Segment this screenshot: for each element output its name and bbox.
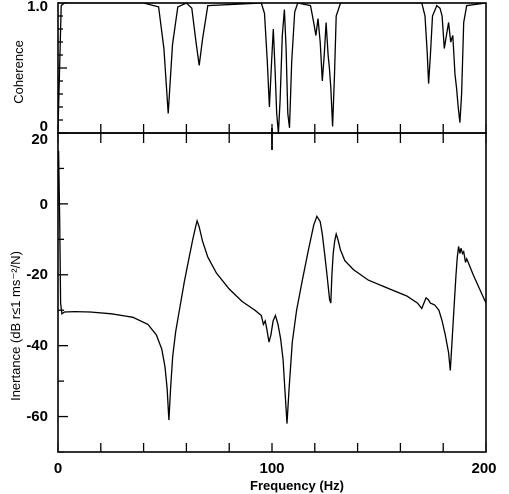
inertance-y-axis-label: Inertance (dB r≤1 ms⁻²/N): [8, 251, 23, 401]
inertance-ytick-label: -20: [26, 266, 48, 283]
inertance-xtick-label: 0: [54, 460, 62, 477]
coherence-ytick-label: 0: [40, 118, 48, 135]
inertance-ytick-label: 0: [40, 196, 48, 213]
coherence-y-ticks: [57, 2, 487, 134]
inertance-plot: 20 0 -20 -40 -60 0 100 200 Frequency (Hz…: [8, 128, 497, 493]
inertance-ytick-label: -60: [26, 408, 48, 425]
inertance-ytick-label: 20: [31, 131, 48, 148]
x-axis-label: Frequency (Hz): [250, 478, 344, 493]
coherence-plot: 1.0 0 Coherence: [11, 0, 487, 135]
coherence-ytick-label: 1.0: [27, 0, 48, 15]
coherence-series-line: [57, 2, 487, 134]
coherence-plot-frame: [57, 2, 487, 134]
inertance-xtick-label: 100: [259, 460, 284, 477]
inertance-ytick-label: -40: [26, 337, 48, 354]
inertance-plot-frame: [57, 132, 487, 453]
inertance-xtick-label: 200: [471, 460, 496, 477]
coherence-y-axis-label: Coherence: [11, 40, 26, 104]
inertance-axis-ticks: [57, 128, 487, 453]
inertance-series-line: [57, 150, 487, 424]
